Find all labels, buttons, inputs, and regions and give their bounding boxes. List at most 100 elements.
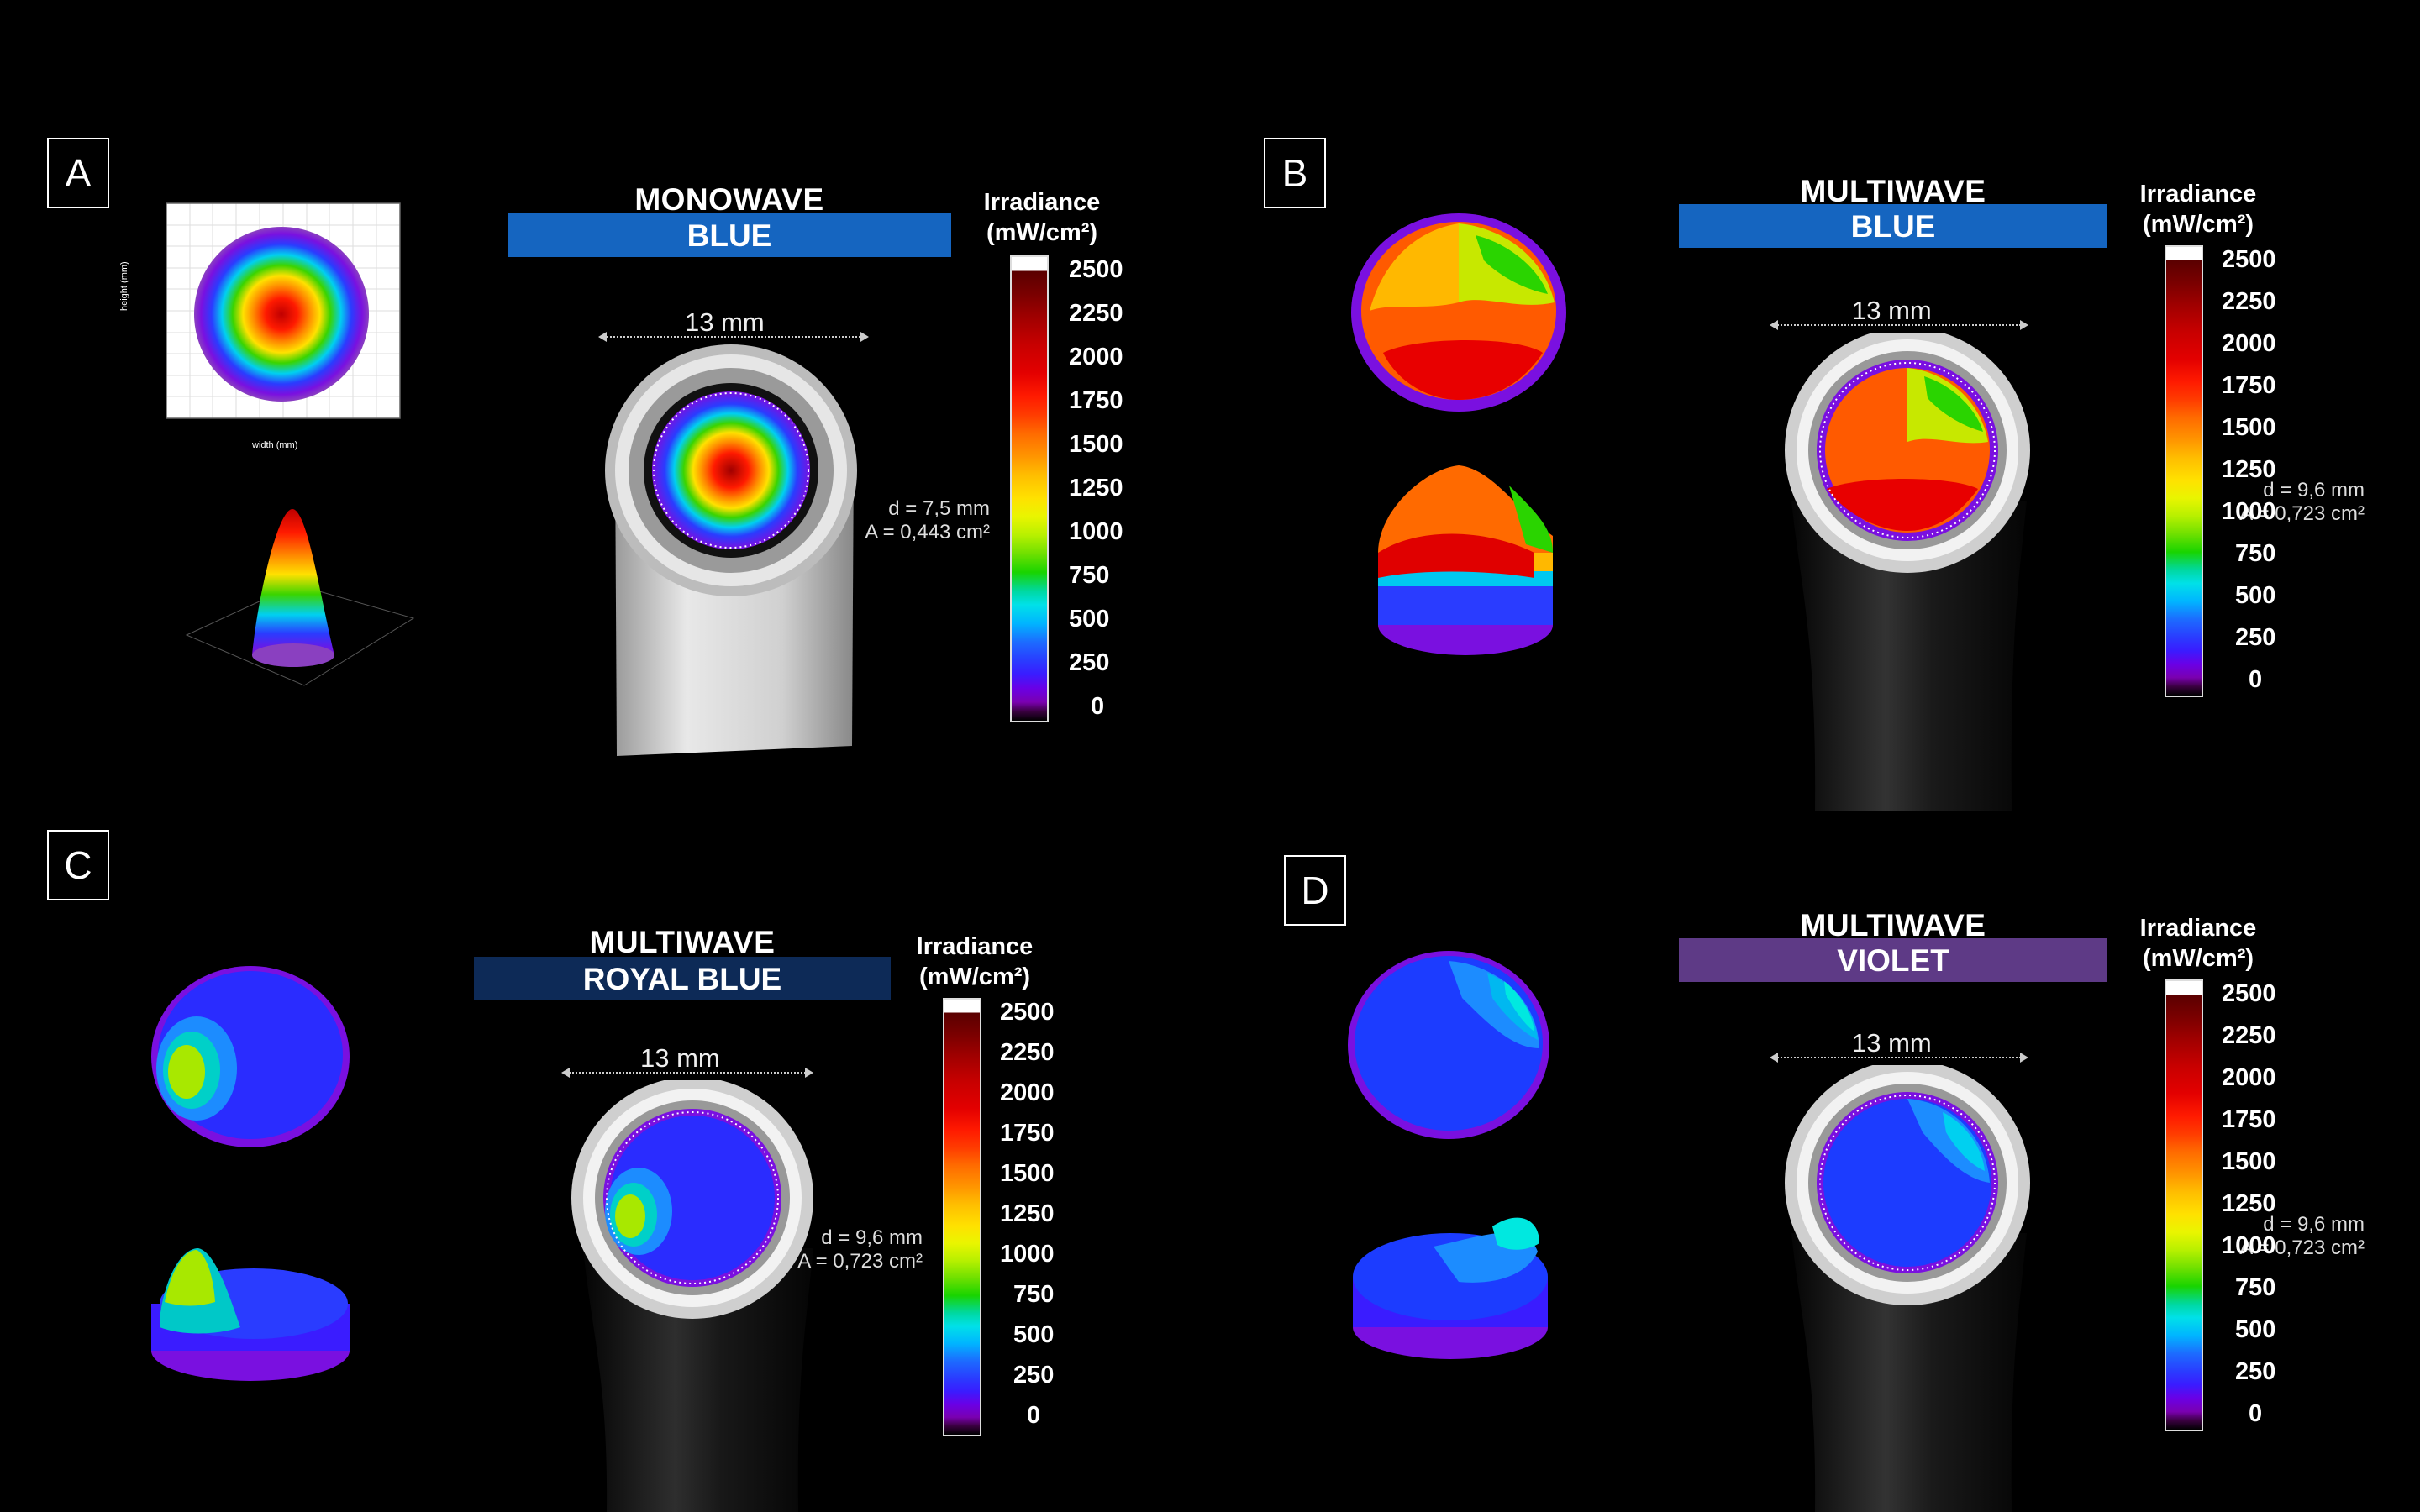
beam-profile-3d-plot [185, 509, 415, 686]
beam-profile-top-view [1351, 213, 1566, 412]
tick-label: 1750 [2222, 372, 2276, 399]
panel-d: D MULTIWAVE VIOLET 13 mm [1210, 764, 2420, 1512]
diameter-spec: d = 9,6 mm [2263, 1213, 2365, 1236]
tick-label: 2500 [1000, 999, 1055, 1026]
dimension-arrow [598, 332, 869, 342]
tick-label: 2250 [2222, 1022, 2276, 1049]
dimension-arrow [1770, 320, 2028, 330]
tick-label: 1250 [1000, 1200, 1055, 1227]
tick-label: 2250 [1000, 1039, 1055, 1066]
diameter-spec: d = 7,5 mm [888, 497, 990, 520]
tick-label: 1500 [2222, 1148, 2276, 1175]
tick-label: 2000 [1000, 1079, 1055, 1106]
plot-y-axis-label: height (mm) [119, 261, 129, 311]
area-spec: A = 0,723 cm² [2239, 1236, 2365, 1259]
light-color-banner: BLUE [1679, 204, 2107, 248]
tick-label: 0 [1027, 1402, 1041, 1429]
panel-b: B MULTIWAVE BLUE 13 mm [1210, 0, 2420, 811]
irradiance-unit: (mW/cm²) [918, 963, 1031, 990]
tick-label: 250 [1069, 649, 1110, 676]
diameter-spec: d = 9,6 mm [821, 1226, 923, 1249]
area-spec: A = 0,443 cm² [865, 521, 990, 543]
tick-label: 0 [2249, 1400, 2263, 1427]
irradiance-unit: (mW/cm²) [2142, 945, 2254, 972]
light-color-banner: VIOLET [1679, 938, 2107, 982]
tick-label: 1250 [2222, 456, 2276, 483]
irradiance-color-scale [2165, 245, 2203, 697]
tick-label: 1750 [1069, 387, 1123, 414]
aperture-dimension-label: 13 mm [685, 307, 765, 337]
tick-label: 1250 [1069, 475, 1123, 501]
aperture-dimension-label: 13 mm [640, 1043, 720, 1073]
irradiance-unit: (mW/cm²) [986, 219, 1098, 246]
panel-c: C MULTIWAVE ROYAL BLUE 13 mm [0, 748, 1210, 1512]
irradiance-title: Irradiance [2139, 915, 2257, 942]
light-color-banner: ROYAL BLUE [474, 957, 891, 1000]
tick-label: 500 [2235, 1316, 2276, 1343]
aperture-dimension-label: 13 mm [1852, 1028, 1932, 1058]
tick-label: 1000 [1000, 1241, 1055, 1268]
irradiance-unit: (mW/cm²) [2142, 211, 2254, 238]
irradiance-color-scale [2165, 979, 2203, 1431]
irradiance-color-scale [943, 998, 981, 1436]
mode-title: MONOWAVE [634, 182, 824, 217]
mode-title: MULTIWAVE [1800, 174, 1986, 208]
tick-label: 250 [2235, 1358, 2276, 1385]
beam-profile-3d-view [1353, 1217, 1548, 1359]
panel-letter: D [1284, 855, 1346, 926]
tick-label: 1250 [2222, 1190, 2276, 1217]
tick-label: 0 [1091, 693, 1105, 720]
curing-light-tip-photo [1785, 1065, 2030, 1512]
area-spec: A = 0,723 cm² [2239, 502, 2365, 525]
tick-label: 1750 [1000, 1120, 1055, 1147]
irradiance-color-scale [1010, 255, 1049, 722]
tick-label: 750 [1013, 1281, 1055, 1308]
panel-letter: B [1264, 138, 1326, 208]
tick-label: 2500 [1069, 256, 1123, 283]
dimension-arrow [561, 1068, 813, 1078]
tick-label: 1750 [2222, 1106, 2276, 1133]
panel-letter: C [47, 830, 109, 900]
dimension-arrow [1770, 1053, 2028, 1063]
plot-x-axis-label: width (mm) [252, 440, 298, 450]
tick-label: 750 [2235, 540, 2276, 567]
tick-label: 2250 [2222, 288, 2276, 315]
beam-profile-2d-plot [166, 202, 401, 419]
mode-title: MULTIWAVE [1800, 908, 1986, 942]
tick-label: 0 [2249, 666, 2263, 693]
tick-label: 2250 [1069, 300, 1123, 327]
tick-label: 1500 [1069, 431, 1123, 458]
beam-profile-top-view [1348, 951, 1549, 1139]
panel-letter: A [47, 138, 109, 208]
light-color-banner: BLUE [508, 213, 951, 257]
panel-a: A [0, 0, 1210, 756]
beam-profile-3d-view [151, 1248, 350, 1381]
irradiance-title: Irradiance [916, 933, 1034, 960]
irradiance-title: Irradiance [2139, 181, 2257, 207]
tick-label: 1500 [1000, 1160, 1055, 1187]
beam-profile-3d-view [1378, 465, 1553, 655]
diameter-spec: d = 9,6 mm [2263, 479, 2365, 501]
tick-label: 1000 [2222, 498, 2276, 525]
tick-label: 250 [1013, 1362, 1055, 1389]
tick-label: 500 [1013, 1321, 1055, 1348]
tick-label: 2500 [2222, 980, 2276, 1007]
tick-label: 750 [1069, 562, 1110, 589]
curing-light-tip-photo [571, 1080, 813, 1512]
aperture-dimension-label: 13 mm [1852, 296, 1932, 325]
beam-profile-top-view [151, 966, 350, 1147]
tick-label: 1000 [2222, 1232, 2276, 1259]
tick-label: 2000 [1069, 344, 1123, 370]
tick-label: 1500 [2222, 414, 2276, 441]
tick-label: 2000 [2222, 1064, 2276, 1091]
tick-label: 1000 [1069, 518, 1123, 545]
tick-label: 500 [1069, 606, 1110, 633]
curing-light-tip-photo [605, 344, 857, 756]
tick-label: 750 [2235, 1274, 2276, 1301]
irradiance-title: Irradiance [983, 189, 1101, 216]
area-spec: A = 0,723 cm² [797, 1250, 923, 1273]
tick-label: 250 [2235, 624, 2276, 651]
tick-label: 2500 [2222, 246, 2276, 273]
curing-light-tip-photo [1785, 333, 2030, 811]
mode-title: MULTIWAVE [589, 925, 776, 959]
